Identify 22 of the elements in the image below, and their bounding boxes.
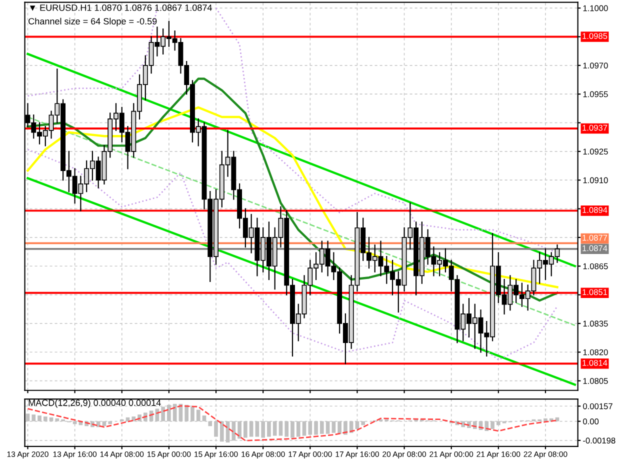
y-tick-label: 1.0910 [583,177,608,184]
y-tick-label: 1.0835 [583,320,608,327]
ref-line-label: 1.0814 [582,360,608,366]
y-tick-label: -0.00198 [583,438,616,444]
y-tick-label: 0.00157 [583,403,612,410]
y-tick-label: 1.0820 [583,349,608,356]
y-tick-label: 1.0865 [583,263,608,270]
ref-line-label: 1.0874 [582,245,608,252]
y-tick-label: 1.0955 [583,91,608,98]
text: Channel size = 64 Slope = -0.59 [28,18,157,26]
ref-line-label: 1.0985 [582,33,608,39]
y-tick-label: 1.0805 [583,378,608,384]
chart-title: MACD(12,26,9) 0.00040 0.00014 [28,399,161,408]
ref-line-label: 1.0937 [582,124,608,131]
ref-line-label: 1.0894 [582,207,608,213]
ref-line-label: 1.0851 [582,289,608,296]
chart-title: ▼ EURUSD.H1 1.0870 1.0876 1.0867 1.0874 [30,4,212,11]
y-tick-label: 0.00 [583,418,599,424]
ref-line-label: 1.0877 [582,234,608,241]
y-tick-label: 1.0970 [583,62,608,69]
y-tick-label: 1.0925 [583,148,608,155]
y-tick-label: 1.1000 [583,5,608,12]
